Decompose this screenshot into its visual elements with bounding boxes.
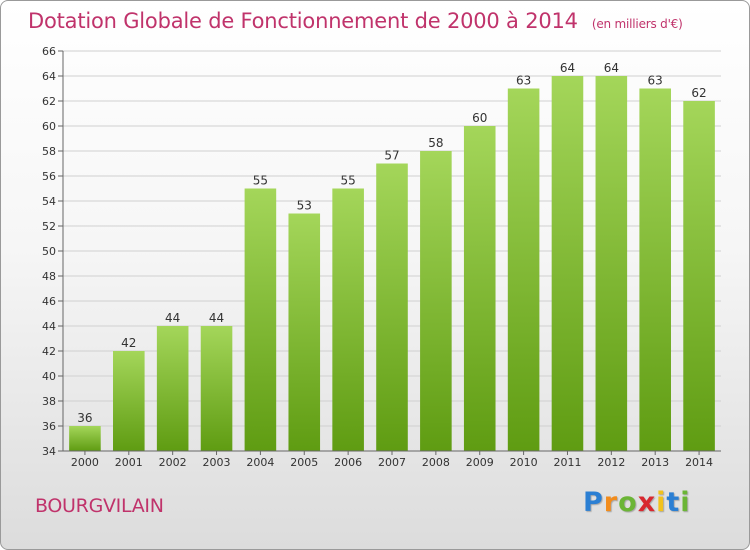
y-tick-label: 58 xyxy=(42,145,56,158)
y-tick-label: 56 xyxy=(42,170,56,183)
bar-value-label: 36 xyxy=(77,411,92,425)
x-tick-label: 2002 xyxy=(159,456,187,469)
bar-2004 xyxy=(244,188,277,451)
logo-letter: o xyxy=(618,487,638,518)
y-tick-label: 38 xyxy=(42,395,56,408)
x-tick-label: 2005 xyxy=(290,456,318,469)
proxiti-logo: Proxiti xyxy=(583,487,691,518)
bar-2003 xyxy=(200,326,233,451)
x-tick-label: 2003 xyxy=(203,456,231,469)
bar-value-label: 63 xyxy=(516,74,531,88)
chart-title-text: Dotation Globale de Fonctionnement de 20… xyxy=(28,9,578,33)
y-tick-label: 42 xyxy=(42,345,56,358)
bar-2010 xyxy=(507,88,540,451)
x-tick-label: 2000 xyxy=(71,456,99,469)
bar-2000 xyxy=(69,426,101,451)
bar-value-label: 42 xyxy=(121,336,136,350)
axes: 34 36 38 40 42 44 46 48 50 52 54 56 58 60 62 64 66 2000 20… xyxy=(42,45,721,469)
x-tick-label: 2011 xyxy=(553,456,581,469)
bar-value-label: 64 xyxy=(604,61,619,75)
x-tick-label: 2014 xyxy=(685,456,713,469)
x-tick-label: 2004 xyxy=(246,456,274,469)
bar-value-label: 58 xyxy=(428,136,443,150)
bar-value-label: 44 xyxy=(209,311,224,325)
bar-value-label: 53 xyxy=(297,199,312,213)
x-tick-label: 2008 xyxy=(422,456,450,469)
bar-2005 xyxy=(288,213,321,451)
y-tick-label: 36 xyxy=(42,420,56,433)
bar-2007 xyxy=(376,163,408,451)
x-tick-label: 2012 xyxy=(597,456,625,469)
bar-value-label: 57 xyxy=(384,149,399,163)
bars: 36 42 44 44 55 53 55 57 58 60 63 64 64 63 62 xyxy=(69,61,715,451)
bar-2012 xyxy=(595,76,628,451)
y-tick-label: 48 xyxy=(42,270,56,283)
logo-letter: P xyxy=(583,487,604,518)
logo-letter: i xyxy=(656,487,667,518)
bar-value-label: 44 xyxy=(165,311,180,325)
x-tick-label: 2009 xyxy=(466,456,494,469)
chart-title: Dotation Globale de Fonctionnement de 20… xyxy=(28,9,683,33)
bar-2001 xyxy=(113,351,145,451)
logo-letter: x xyxy=(637,487,657,518)
bar-2006 xyxy=(332,188,364,451)
bar-2013 xyxy=(639,88,671,451)
bar-2009 xyxy=(463,126,496,451)
x-tick-label: 2013 xyxy=(641,456,669,469)
y-tick-label: 44 xyxy=(42,320,56,333)
logo-letter: t xyxy=(666,487,681,518)
x-tick-label: 2010 xyxy=(510,456,538,469)
bar-2002 xyxy=(156,326,189,451)
y-tick-label: 46 xyxy=(42,295,56,308)
bar-value-label: 55 xyxy=(253,174,268,188)
y-tick-label: 40 xyxy=(42,370,56,383)
commune-name: BOURGVILAIN xyxy=(35,495,164,517)
x-tick-label: 2007 xyxy=(378,456,406,469)
bar-value-label: 62 xyxy=(691,86,706,100)
y-tick-label: 34 xyxy=(42,445,56,458)
y-tick-label: 52 xyxy=(42,220,56,233)
x-tick-label: 2006 xyxy=(334,456,362,469)
y-tick-label: 50 xyxy=(42,245,56,258)
y-tick-label: 64 xyxy=(42,70,56,83)
y-tick-label: 66 xyxy=(42,45,56,58)
logo-letter: i xyxy=(680,487,691,518)
bar-2011 xyxy=(551,76,584,451)
bar-value-label: 60 xyxy=(472,111,487,125)
bar-value-label: 55 xyxy=(340,174,355,188)
x-tick-label: 2001 xyxy=(115,456,143,469)
bar-2014 xyxy=(683,101,715,451)
logo-letter: r xyxy=(603,487,619,518)
bar-2008 xyxy=(420,151,452,451)
y-tick-label: 62 xyxy=(42,95,56,108)
bar-value-label: 63 xyxy=(648,74,663,88)
chart-unit: (en milliers d'€) xyxy=(591,17,683,31)
y-tick-label: 60 xyxy=(42,120,56,133)
y-tick-label: 54 xyxy=(42,195,56,208)
bar-value-label: 64 xyxy=(560,61,575,75)
